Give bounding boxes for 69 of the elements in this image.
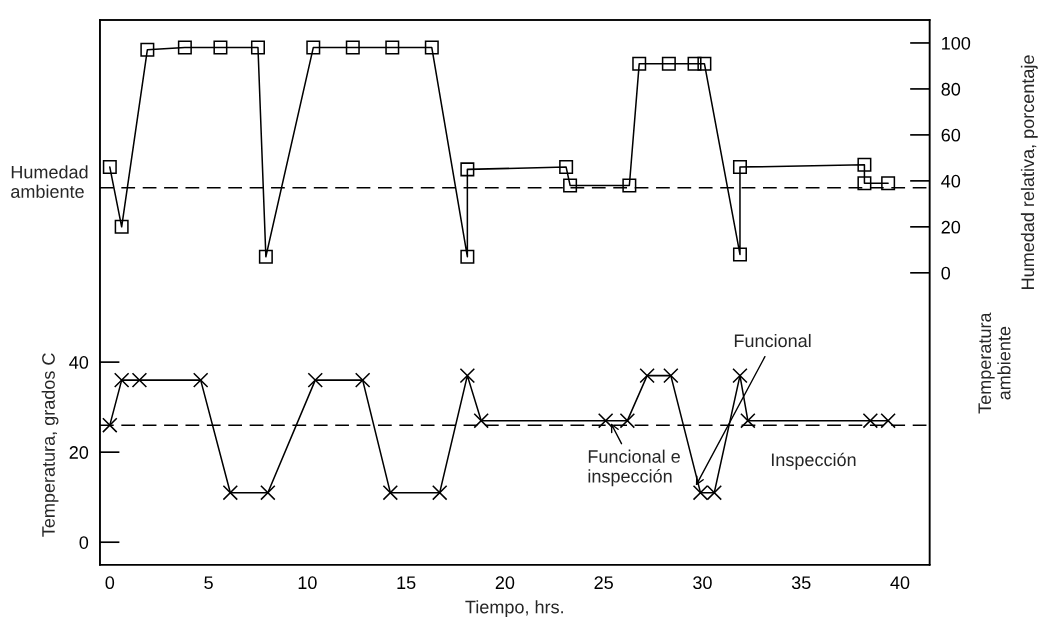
point bbox=[102, 417, 118, 433]
y-tick-label: 0 bbox=[79, 536, 89, 549]
point bbox=[354, 372, 371, 388]
point bbox=[661, 56, 676, 71]
point bbox=[222, 484, 239, 501]
x-tick-label: 30 bbox=[693, 576, 712, 590]
point bbox=[213, 40, 228, 55]
point bbox=[459, 367, 476, 384]
y2-tick-label: 60 bbox=[941, 128, 961, 142]
point bbox=[114, 219, 129, 234]
point bbox=[881, 176, 896, 191]
point bbox=[473, 412, 489, 429]
y2-tick-label: 100 bbox=[942, 36, 971, 50]
y2-axis-title: Humedad relativa, porcentaje bbox=[1020, 55, 1038, 289]
point bbox=[740, 412, 756, 429]
annotation: Funcional bbox=[734, 333, 811, 348]
point bbox=[862, 412, 879, 429]
y-tick-label: 40 bbox=[69, 356, 89, 369]
point bbox=[460, 249, 475, 264]
x-tick-label: 35 bbox=[791, 576, 811, 590]
point bbox=[250, 40, 265, 55]
y-tick-label: 20 bbox=[69, 446, 89, 459]
y2-tick-label: 80 bbox=[941, 82, 961, 96]
y2-tick-label: 20 bbox=[941, 220, 961, 234]
point bbox=[345, 40, 360, 55]
point bbox=[732, 247, 747, 262]
point bbox=[307, 372, 323, 388]
y2-tick-label: 40 bbox=[941, 174, 961, 188]
x-tick-label: 15 bbox=[397, 576, 416, 590]
point bbox=[385, 40, 400, 55]
point bbox=[258, 249, 273, 264]
x-tick-label: 0 bbox=[105, 576, 115, 590]
point bbox=[632, 56, 647, 71]
point bbox=[857, 157, 872, 172]
point bbox=[140, 42, 155, 57]
point bbox=[687, 56, 702, 71]
point bbox=[113, 372, 130, 388]
x-axis-title: Tiempo, hrs. bbox=[465, 600, 563, 617]
point bbox=[639, 367, 655, 384]
point bbox=[424, 40, 439, 55]
x-tick-label: 25 bbox=[594, 576, 613, 590]
point bbox=[697, 56, 712, 71]
x-tick-label: 40 bbox=[890, 576, 910, 590]
point bbox=[192, 372, 209, 388]
y-axis-title: Temperatura, grados C bbox=[41, 353, 59, 537]
point bbox=[559, 160, 574, 175]
point bbox=[857, 176, 872, 191]
annotation: Funcional e inspección bbox=[588, 449, 680, 487]
annotation: Inspección bbox=[771, 452, 856, 470]
y2-tick-label: 0 bbox=[941, 266, 951, 280]
point bbox=[177, 40, 192, 55]
text: Humedad ambiente bbox=[11, 165, 88, 198]
point bbox=[306, 40, 321, 55]
point bbox=[880, 412, 896, 429]
x-tick-label: 10 bbox=[298, 576, 317, 590]
point bbox=[563, 178, 578, 193]
x-tick-label: 5 bbox=[204, 576, 213, 590]
point bbox=[260, 484, 276, 501]
point bbox=[663, 367, 679, 384]
point bbox=[431, 484, 448, 501]
x-tick-label: 20 bbox=[495, 576, 515, 590]
point bbox=[622, 178, 637, 193]
point bbox=[382, 484, 399, 501]
point bbox=[732, 160, 747, 175]
point bbox=[102, 160, 117, 175]
point bbox=[131, 372, 148, 388]
point bbox=[460, 162, 475, 177]
point bbox=[732, 367, 748, 384]
text: Temperatura ambiente bbox=[978, 312, 1011, 414]
